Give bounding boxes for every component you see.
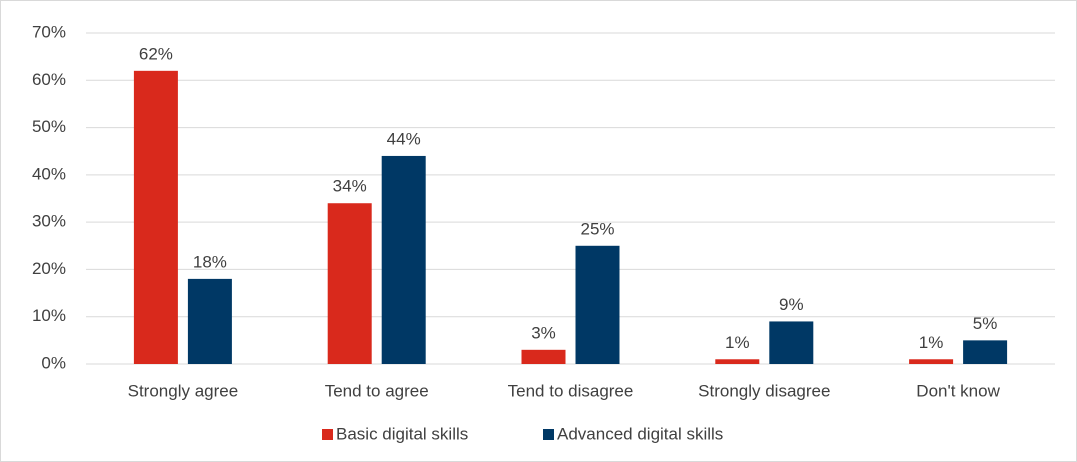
bar	[327, 203, 372, 364]
x-tick-label: Don't know	[916, 381, 1000, 400]
value-label: 34%	[333, 177, 367, 196]
legend-label: Basic digital skills	[336, 424, 468, 443]
value-label: 18%	[193, 252, 227, 271]
value-label: 25%	[580, 219, 614, 238]
y-tick-label: 0%	[41, 353, 66, 372]
value-label: 5%	[973, 314, 998, 333]
bar	[715, 359, 760, 364]
y-tick-label: 20%	[32, 259, 66, 278]
bar	[909, 359, 954, 364]
value-label: 62%	[139, 44, 173, 63]
y-tick-label: 30%	[32, 212, 66, 231]
bar	[769, 321, 814, 364]
bar	[381, 155, 426, 364]
x-tick-label: Tend to agree	[325, 381, 429, 400]
x-tick-label: Strongly disagree	[698, 381, 830, 400]
y-tick-label: 10%	[32, 306, 66, 325]
legend-swatch	[543, 429, 554, 440]
legend-swatch	[322, 429, 333, 440]
bar	[521, 349, 566, 364]
y-tick-label: 60%	[32, 70, 66, 89]
bar	[963, 340, 1008, 364]
bar	[133, 70, 178, 364]
bar	[187, 278, 232, 364]
value-label: 9%	[779, 295, 804, 314]
y-tick-label: 40%	[32, 164, 66, 183]
legend-label: Advanced digital skills	[557, 424, 723, 443]
value-label: 3%	[531, 323, 556, 342]
x-tick-label: Tend to disagree	[508, 381, 634, 400]
value-label: 1%	[919, 333, 944, 352]
y-tick-label: 50%	[32, 117, 66, 136]
value-label: 44%	[387, 129, 421, 148]
bar	[575, 245, 620, 364]
y-tick-label: 70%	[32, 22, 66, 41]
x-tick-label: Strongly agree	[128, 381, 239, 400]
value-label: 1%	[725, 333, 750, 352]
